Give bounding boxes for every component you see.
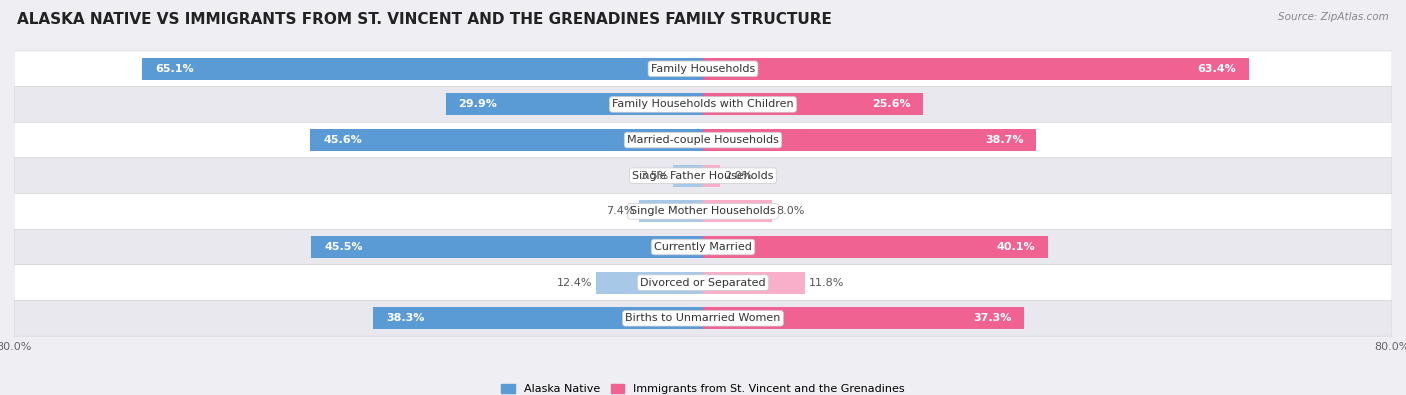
Bar: [703, 236, 1049, 258]
Text: 63.4%: 63.4%: [1198, 64, 1236, 74]
Bar: [703, 307, 1024, 329]
FancyBboxPatch shape: [14, 87, 1392, 122]
Bar: [640, 200, 703, 222]
Bar: [311, 129, 703, 151]
Bar: [703, 272, 804, 294]
Text: 25.6%: 25.6%: [872, 100, 911, 109]
Text: Single Mother Households: Single Mother Households: [630, 206, 776, 216]
Bar: [703, 165, 720, 187]
Text: Source: ZipAtlas.com: Source: ZipAtlas.com: [1278, 12, 1389, 22]
Bar: [703, 93, 924, 115]
Bar: [703, 129, 1036, 151]
FancyBboxPatch shape: [14, 51, 1392, 87]
Text: 38.7%: 38.7%: [984, 135, 1024, 145]
Text: 8.0%: 8.0%: [776, 206, 804, 216]
Text: 11.8%: 11.8%: [808, 278, 844, 288]
Text: 12.4%: 12.4%: [557, 278, 592, 288]
Text: Births to Unmarried Women: Births to Unmarried Women: [626, 313, 780, 324]
Text: Single Father Households: Single Father Households: [633, 171, 773, 181]
Bar: [703, 58, 1249, 80]
Text: ALASKA NATIVE VS IMMIGRANTS FROM ST. VINCENT AND THE GRENADINES FAMILY STRUCTURE: ALASKA NATIVE VS IMMIGRANTS FROM ST. VIN…: [17, 12, 832, 27]
Text: 45.5%: 45.5%: [323, 242, 363, 252]
Text: Divorced or Separated: Divorced or Separated: [640, 278, 766, 288]
Text: Currently Married: Currently Married: [654, 242, 752, 252]
Text: 7.4%: 7.4%: [606, 206, 636, 216]
Text: 40.1%: 40.1%: [997, 242, 1035, 252]
Text: Married-couple Households: Married-couple Households: [627, 135, 779, 145]
Bar: [673, 165, 703, 187]
Bar: [703, 200, 772, 222]
FancyBboxPatch shape: [14, 158, 1392, 194]
Bar: [142, 58, 703, 80]
Bar: [373, 307, 703, 329]
Text: 3.5%: 3.5%: [640, 171, 669, 181]
Text: Family Households with Children: Family Households with Children: [612, 100, 794, 109]
Bar: [596, 272, 703, 294]
Text: Family Households: Family Households: [651, 64, 755, 74]
Text: 65.1%: 65.1%: [155, 64, 194, 74]
FancyBboxPatch shape: [14, 301, 1392, 336]
Bar: [446, 93, 703, 115]
Text: 45.6%: 45.6%: [323, 135, 361, 145]
Text: 37.3%: 37.3%: [973, 313, 1011, 324]
Text: 2.0%: 2.0%: [724, 171, 752, 181]
Text: 38.3%: 38.3%: [387, 313, 425, 324]
Legend: Alaska Native, Immigrants from St. Vincent and the Grenadines: Alaska Native, Immigrants from St. Vince…: [496, 379, 910, 395]
FancyBboxPatch shape: [14, 122, 1392, 158]
Bar: [311, 236, 703, 258]
FancyBboxPatch shape: [14, 229, 1392, 265]
FancyBboxPatch shape: [14, 265, 1392, 301]
Text: 29.9%: 29.9%: [458, 100, 498, 109]
FancyBboxPatch shape: [14, 194, 1392, 229]
